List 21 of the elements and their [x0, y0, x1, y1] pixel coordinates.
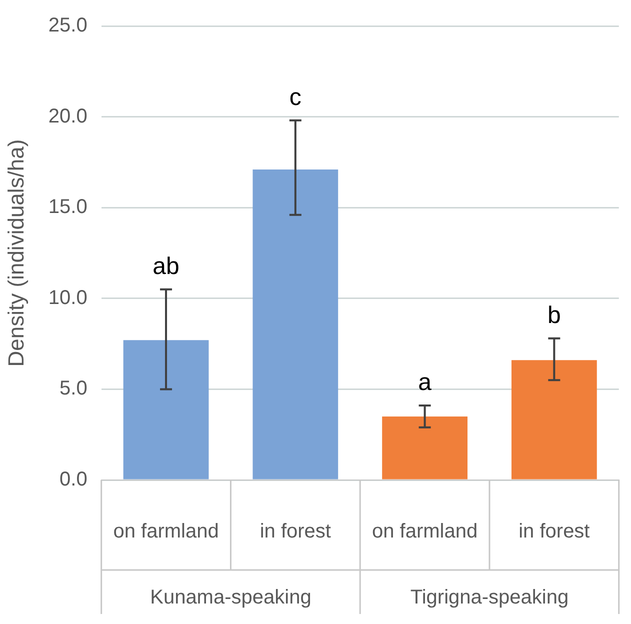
x-tick-label: in forest [260, 520, 332, 543]
y-tick-label: 15.0 [48, 196, 88, 218]
y-tick-label: 20.0 [48, 105, 88, 128]
bar [511, 360, 597, 480]
bar [252, 169, 338, 480]
x-tick-label: on farmland [113, 520, 219, 543]
text: Kunama-speaking [150, 586, 312, 609]
annotation: c [289, 84, 302, 112]
bar [123, 340, 209, 480]
y-axis-title: Density (individuals/ha) [3, 139, 28, 367]
bar [382, 416, 468, 480]
annotation: ab [152, 252, 180, 280]
x-tick-label: in forest [518, 520, 590, 543]
y-tick-label: 10.0 [48, 286, 88, 309]
annotation: a [418, 369, 432, 396]
y-tick-label: 5.0 [60, 378, 88, 400]
y-tick-label: 25.0 [48, 14, 88, 37]
annotation: b [548, 302, 561, 329]
y-tick-label: 0.0 [60, 468, 88, 491]
x-tick-label: on farmland [372, 520, 478, 543]
text: Tigrigna-speaking [410, 586, 569, 609]
